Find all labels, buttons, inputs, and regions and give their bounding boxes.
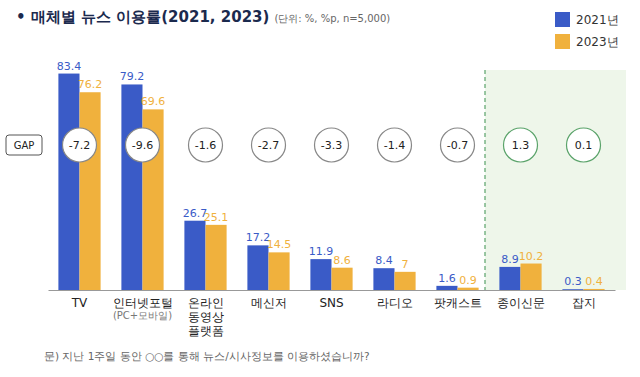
gap-item: -1.4 — [378, 128, 412, 162]
gap-circle — [315, 128, 349, 162]
bar — [310, 259, 331, 290]
gap-item: -7.2 — [63, 128, 97, 162]
legend-item: 2023년 — [555, 34, 619, 49]
tick-label: 메신저 — [251, 296, 287, 310]
gap-value: -1.6 — [195, 139, 216, 152]
tick: 종이신문 — [497, 290, 545, 310]
bar — [58, 74, 79, 290]
data-label: 11.9 — [309, 245, 334, 258]
axis-line — [49, 290, 616, 291]
tick: 팟캐스트 — [434, 290, 482, 310]
data-label: 8.4 — [375, 254, 393, 267]
tick: 라디오 — [377, 290, 413, 310]
data-label: 1.6 — [438, 272, 456, 285]
legend-item: 2021년 — [555, 12, 619, 27]
gap-item: -0.7 — [441, 128, 475, 162]
highlight-border — [484, 70, 485, 290]
data-label: 0.3 — [564, 275, 582, 288]
gap-item: -3.3 — [315, 128, 349, 162]
tick-label: 온라인동영상플랫폼 — [188, 296, 224, 339]
gap-circle — [567, 128, 601, 162]
data-label: 79.2 — [120, 70, 145, 83]
data-label: 8.9 — [501, 253, 519, 266]
gap-circle — [504, 128, 538, 162]
highlight-area — [485, 70, 626, 290]
bar — [247, 245, 268, 290]
bar — [121, 84, 142, 290]
data-label: 83.4 — [57, 60, 82, 73]
gap-label: GAP — [14, 140, 35, 151]
gap-circle — [189, 128, 223, 162]
gap-value: -1.4 — [384, 139, 405, 152]
bar — [521, 264, 542, 290]
legend-swatch — [555, 34, 570, 49]
bar — [332, 268, 353, 290]
footnote: 문) 지난 1주일 동안 ○○를 통해 뉴스/시사정보를 이용하셨습니까? — [44, 350, 370, 362]
legend-label: 2021년 — [576, 13, 619, 27]
bar — [395, 272, 416, 290]
gap-value: 1.3 — [512, 139, 530, 152]
gap-value: -9.6 — [132, 139, 153, 152]
data-label: 25.1 — [204, 211, 229, 224]
x-axis: TV 인터넷포털(PC+모바일) 온라인동영상플랫폼 메신저 SNS 라디오 팟캐스트 종이신… — [49, 290, 616, 338]
data-label: 7 — [402, 258, 409, 271]
tick: SNS — [319, 290, 343, 310]
gap-value: -7.2 — [69, 139, 90, 152]
bar — [184, 221, 205, 290]
gap-value: -2.7 — [258, 139, 279, 152]
gap-value: -3.3 — [321, 139, 342, 152]
tick-label: 라디오 — [377, 296, 413, 310]
bar — [562, 289, 583, 290]
tick-label: TV — [71, 296, 88, 310]
gap-item: -2.7 — [252, 128, 286, 162]
data-label: 14.5 — [267, 238, 292, 251]
chart: • 매체별 뉴스 이용률(2021, 2023) (단위: %, %p, n=5,… — [0, 0, 640, 377]
tick: 메신저 — [251, 290, 287, 310]
bar — [269, 252, 290, 290]
gap-item: -9.6 — [126, 128, 160, 162]
data-label: 76.2 — [78, 78, 103, 91]
bar — [584, 289, 605, 290]
legend-swatch — [555, 12, 570, 27]
tick: 잡지 — [572, 290, 596, 310]
gap-item: 1.3 — [504, 128, 538, 162]
data-label: 10.2 — [519, 250, 544, 263]
subtitle: (단위: %, %p, n=5,000) — [274, 13, 390, 24]
gap-label-bg — [6, 135, 42, 155]
data-label: 0.4 — [585, 275, 603, 288]
gap-item: -1.6 — [189, 128, 223, 162]
gap-value: -0.7 — [447, 139, 468, 152]
bar — [206, 225, 227, 290]
gap-circle — [63, 128, 97, 162]
gap-circle — [378, 128, 412, 162]
bar — [80, 92, 101, 290]
tick-label: 종이신문 — [497, 296, 545, 310]
tick: 온라인동영상플랫폼 — [188, 290, 224, 338]
bar — [373, 268, 394, 290]
gap-circle — [441, 128, 475, 162]
bar — [458, 288, 479, 290]
tick: TV — [71, 290, 88, 310]
bars — [58, 74, 604, 290]
data-label: 69.6 — [141, 95, 166, 108]
tick-label: 인터넷포털(PC+모바일) — [113, 296, 173, 321]
title: • 매체별 뉴스 이용률(2021, 2023) — [16, 8, 269, 26]
gap-circle — [252, 128, 286, 162]
tick-label: SNS — [319, 296, 343, 310]
data-label: 8.6 — [333, 254, 351, 267]
tick-label: 팟캐스트 — [434, 296, 482, 310]
gap-item: 0.1 — [567, 128, 601, 162]
tick: 인터넷포털(PC+모바일) — [113, 290, 173, 321]
gap-value: 0.1 — [575, 139, 593, 152]
bar — [499, 267, 520, 290]
tick-label: 잡지 — [572, 296, 596, 310]
data-label: 0.9 — [459, 274, 477, 287]
gap-label-box: GAP — [6, 135, 42, 155]
legend-label: 2023년 — [576, 35, 619, 49]
bar — [436, 286, 457, 290]
gap-circle — [126, 128, 160, 162]
